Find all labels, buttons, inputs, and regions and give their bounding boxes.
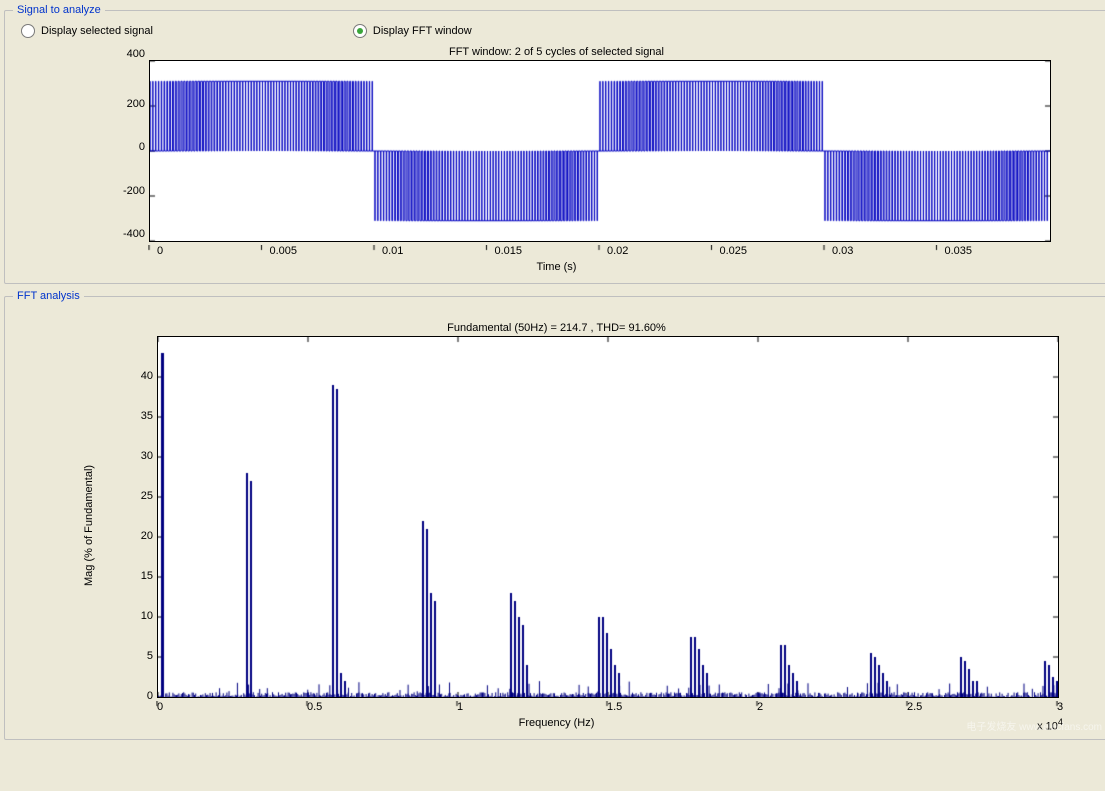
time-signal-chart <box>149 60 1051 242</box>
radio2-label: Display FFT window <box>373 25 472 37</box>
fft-xlabel: Frequency (Hz) <box>13 717 1100 729</box>
fft-chart <box>157 336 1059 698</box>
fft-ylabel: Mag (% of Fundamental) <box>83 465 95 586</box>
time-chart-title: FFT window: 2 of 5 cycles of selected si… <box>13 46 1100 58</box>
fft-legend: FFT analysis <box>13 290 84 302</box>
fft-chart-title: Fundamental (50Hz) = 214.7 , THD= 91.60% <box>13 322 1100 334</box>
radio1-label: Display selected signal <box>41 25 153 37</box>
time-xlabel: Time (s) <box>13 261 1100 273</box>
fft-panel: FFT analysis Fundamental (50Hz) = 214.7 … <box>4 290 1105 740</box>
x-scale-exp: x 104 <box>1037 717 1063 733</box>
radio-display-selected[interactable]: Display selected signal <box>21 24 153 38</box>
radio-display-fft[interactable]: Display FFT window <box>353 24 472 38</box>
radio-row: Display selected signal Display FFT wind… <box>13 22 1100 42</box>
signal-panel: Signal to analyze Display selected signa… <box>4 4 1105 284</box>
signal-legend: Signal to analyze <box>13 4 105 16</box>
